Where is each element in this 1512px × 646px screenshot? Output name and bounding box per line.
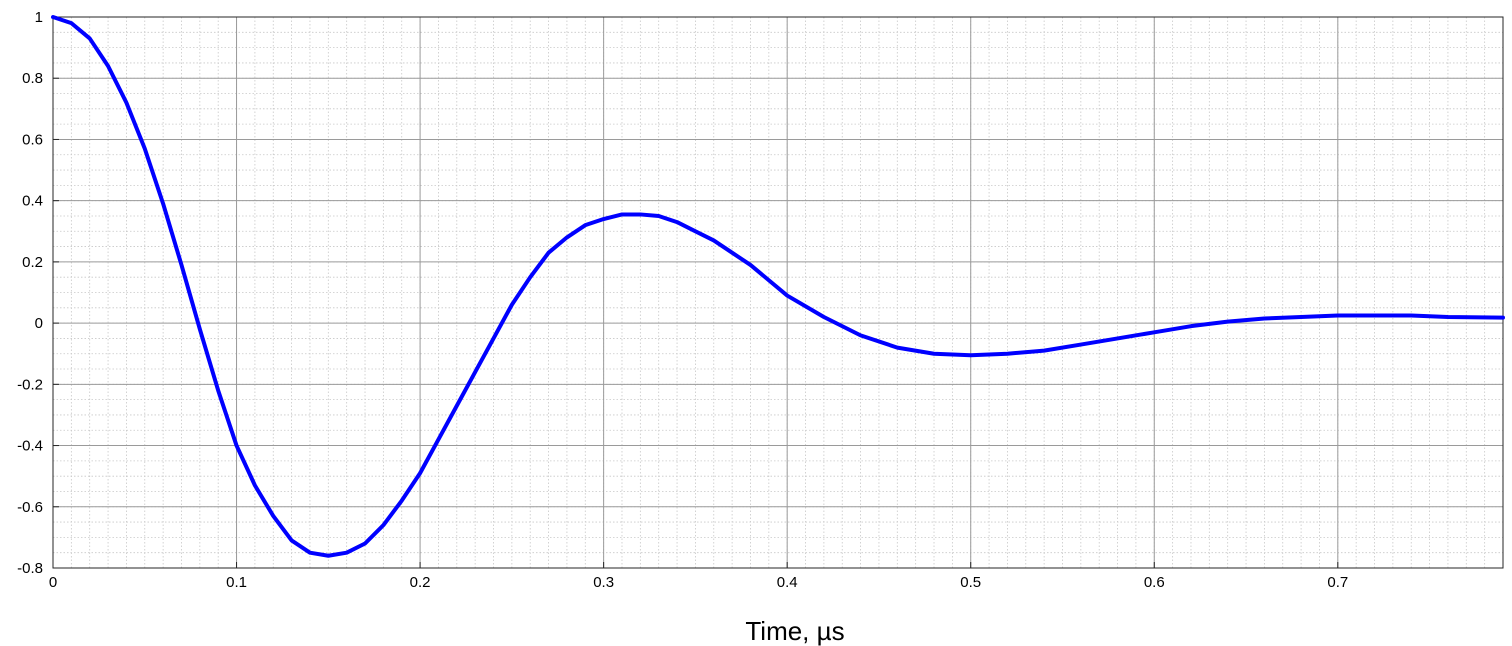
y-tick-label: 0.2: [22, 254, 43, 271]
y-tick-label: 1: [35, 9, 43, 26]
y-tick-label: 0.6: [22, 131, 43, 148]
y-tick-label: -0.8: [17, 560, 43, 577]
x-axis-label: Time, µs: [745, 616, 844, 646]
y-tick-label: -0.2: [17, 376, 43, 393]
y-tick-label: 0: [35, 315, 43, 332]
x-tick-label: 0.5: [960, 574, 981, 591]
y-axis-ticks: -0.8 -0.6 -0.4 -0.2 0 0.2 0.4 0.6 0.8 1: [17, 9, 59, 577]
minor-grid: [52, 16, 1504, 569]
x-tick-label: 0.1: [226, 574, 247, 591]
plot-area-frame: [52, 16, 1504, 569]
series-layer: [51, 15, 1505, 558]
y-tick-label: -0.4: [17, 438, 43, 455]
x-tick-label: 0.2: [410, 574, 431, 591]
series-line: [51, 15, 1505, 558]
x-tick-label: 0.3: [593, 574, 614, 591]
x-tick-label: 0: [49, 574, 57, 591]
y-tick-label: -0.6: [17, 499, 43, 516]
y-tick-label: 0.4: [22, 193, 43, 210]
x-axis-ticks: 0 0.1 0.2 0.3 0.4 0.5 0.6 0.7: [49, 562, 1348, 591]
x-tick-label: 0.4: [777, 574, 798, 591]
y-tick-label: 0.8: [22, 70, 43, 87]
x-tick-label: 0.7: [1327, 574, 1348, 591]
x-tick-label: 0.6: [1144, 574, 1165, 591]
